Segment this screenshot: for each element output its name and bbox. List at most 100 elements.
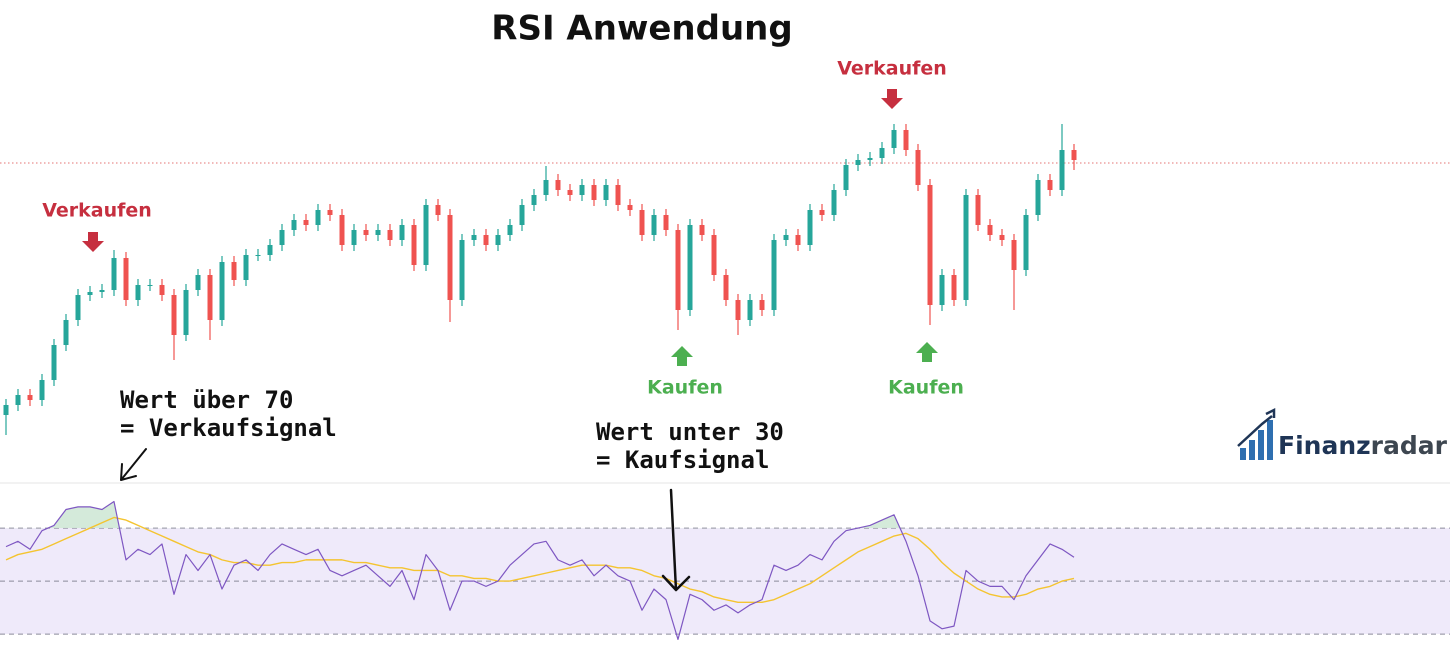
rsi-ma-line: [5, 516, 1075, 603]
candle-body: [207, 275, 213, 320]
candle-body: [423, 205, 429, 265]
candle-body: [411, 225, 417, 265]
candle-body: [147, 285, 153, 286]
candle-body: [759, 300, 765, 310]
candle-body: [867, 158, 873, 160]
candle-body: [711, 235, 717, 275]
logo-bar: [1267, 420, 1273, 460]
candle-body: [363, 230, 369, 235]
candle-body: [627, 205, 633, 210]
candle-body: [87, 292, 93, 295]
candle-body: [435, 205, 441, 215]
candle-body: [519, 205, 525, 225]
buy-arrow: [916, 342, 938, 362]
candle-body: [771, 240, 777, 310]
candle-body: [447, 215, 453, 300]
candle-body: [651, 215, 657, 235]
candle-body: [159, 285, 165, 295]
logo: Finanzradar: [1237, 407, 1448, 460]
candle-body: [291, 220, 297, 230]
marks-layer: [3, 124, 1077, 640]
candle-body: [471, 235, 477, 240]
logo-text-1: Finanz: [1278, 431, 1371, 460]
note: = Kaufsignal: [596, 446, 769, 474]
note: Wert über 70: [120, 386, 293, 414]
candle-body: [183, 290, 189, 335]
candle-body: [891, 130, 897, 148]
candle-body: [543, 180, 549, 195]
background-layer: [0, 162, 1450, 635]
candle-body: [279, 230, 285, 245]
candle-body: [783, 235, 789, 240]
buy-annotation: Kaufen: [888, 377, 964, 399]
candle-body: [987, 225, 993, 235]
candle-body: [843, 165, 849, 190]
logo-bar: [1258, 430, 1264, 460]
candle-body: [231, 262, 237, 280]
candle-body: [111, 258, 117, 290]
candle-body: [195, 275, 201, 290]
candle-body: [795, 235, 801, 245]
candle-body: [555, 180, 561, 190]
candle-body: [579, 185, 585, 195]
candle-body: [123, 258, 129, 300]
hand-arrow: [120, 448, 147, 481]
candle-body: [495, 235, 501, 245]
candle-body: [663, 215, 669, 230]
candle-body: [3, 405, 9, 415]
sell-arrow: [82, 232, 104, 252]
candle-body: [1059, 150, 1065, 190]
candle-body: [51, 345, 57, 380]
overbought-fill: [6, 501, 1074, 529]
candle-body: [27, 395, 33, 400]
candle-body: [939, 275, 945, 305]
buy-arrow: [671, 346, 693, 366]
logo-text-2: radar: [1371, 431, 1448, 460]
candle-body: [855, 160, 861, 165]
candle-body: [459, 240, 465, 300]
candle-body: [567, 190, 573, 195]
candle-body: [63, 320, 69, 345]
candle-body: [375, 230, 381, 235]
logo-text: Finanzradar: [1278, 431, 1448, 460]
sell-annotation: Verkaufen: [42, 200, 152, 222]
candle-body: [927, 185, 933, 305]
candle-body: [171, 295, 177, 335]
candle-body: [903, 130, 909, 150]
candle-body: [387, 230, 393, 240]
candle-body: [339, 215, 345, 245]
candle-body: [963, 195, 969, 300]
candle-body: [399, 225, 405, 240]
buy-annotation: Kaufen: [647, 377, 723, 399]
candle-body: [615, 185, 621, 205]
logo-bar: [1249, 440, 1255, 460]
hand-arrow: [661, 488, 691, 592]
candle-body: [675, 230, 681, 310]
candle-body: [243, 255, 249, 280]
chart-title: RSI Anwendung: [491, 9, 792, 49]
note: Wert unter 30: [596, 418, 784, 446]
rsi-line: [5, 500, 1075, 640]
candle-body: [219, 262, 225, 320]
candle-body: [747, 300, 753, 320]
candle-body: [807, 210, 813, 245]
candle-body: [831, 190, 837, 215]
candle-body: [603, 185, 609, 200]
candle-body: [639, 210, 645, 235]
candle-body: [723, 275, 729, 300]
candle-body: [15, 395, 21, 405]
candle-body: [687, 225, 693, 310]
candle-body: [915, 150, 921, 185]
candle-body: [999, 235, 1005, 240]
candle-body: [1035, 180, 1041, 215]
candle-body: [1071, 150, 1077, 160]
candle-body: [1011, 240, 1017, 270]
logo-arrow: [1237, 407, 1276, 447]
candle-body: [255, 255, 261, 256]
candle-body: [951, 275, 957, 300]
candle-body: [507, 225, 513, 235]
logo-bar: [1240, 448, 1246, 460]
candle-body: [531, 195, 537, 205]
